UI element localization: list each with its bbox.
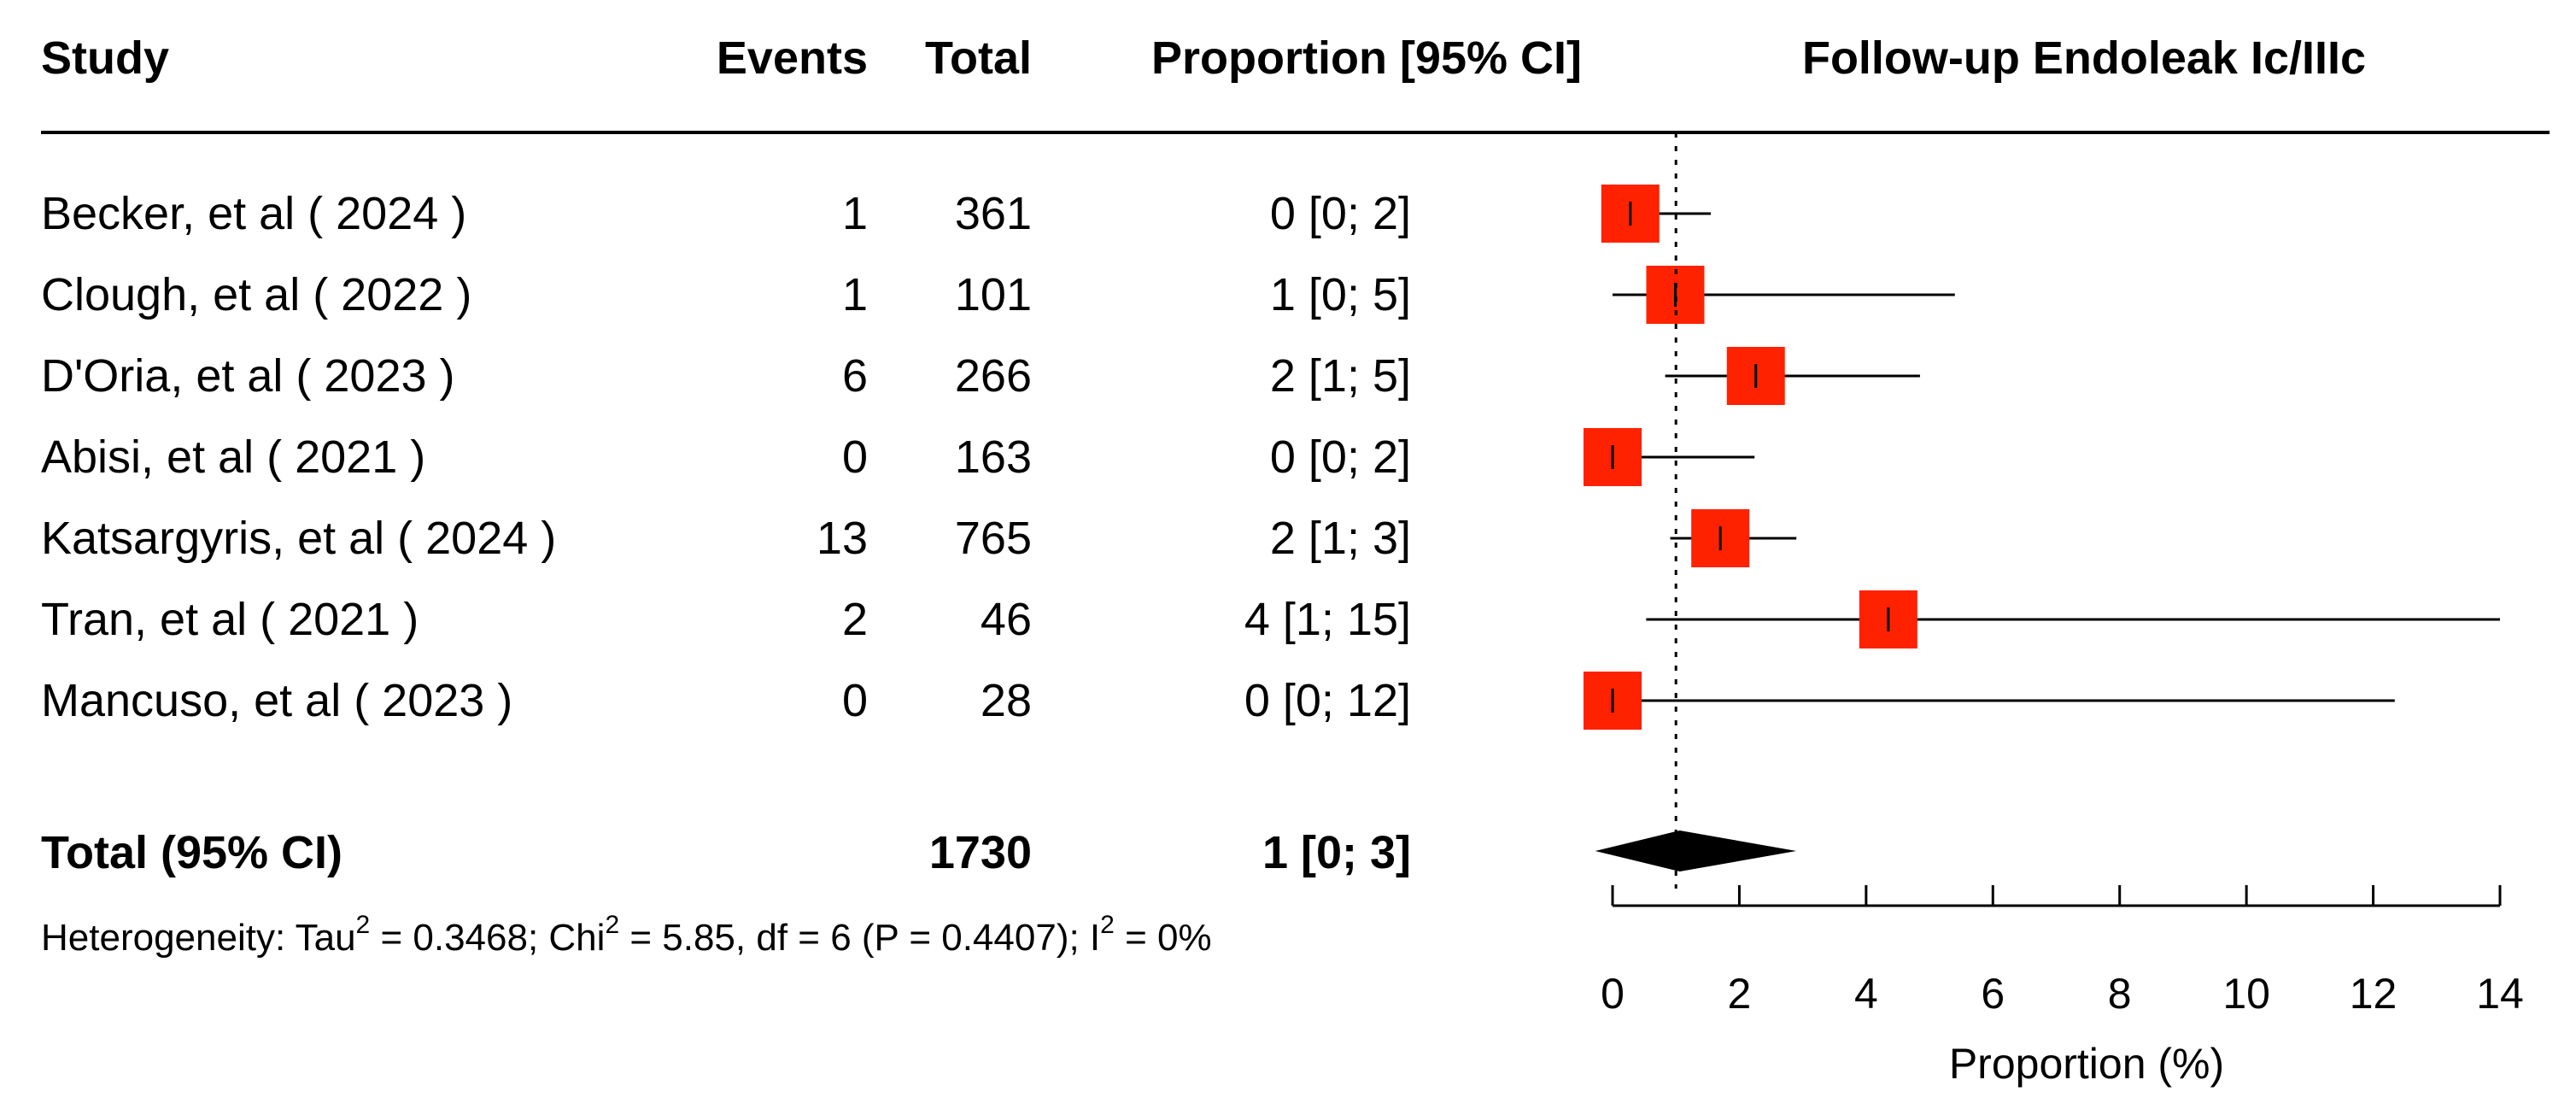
study-ci-text: 0 [0; 12] — [1244, 675, 1411, 726]
plot-title: Follow-up Endoleak Ic/IIIc — [1802, 32, 2366, 84]
x-tick-label: 8 — [2108, 970, 2132, 1018]
study-events: 0 — [842, 675, 868, 726]
study-name: Mancuso, et al ( 2023 ) — [41, 675, 512, 726]
study-total: 163 — [955, 431, 1032, 483]
study-events: 1 — [842, 188, 868, 239]
study-ci-text: 2 [1; 3] — [1270, 513, 1411, 564]
x-tick-label: 2 — [1728, 970, 1752, 1018]
study-total: 266 — [955, 350, 1032, 402]
study-ci-text: 4 [1; 15] — [1244, 594, 1411, 645]
x-axis: 0 2 4 6 8 10 12 14 — [1601, 885, 2524, 1018]
x-tick-label: 4 — [1854, 970, 1878, 1018]
study-events: 1 — [842, 269, 868, 320]
x-tick-label: 10 — [2222, 970, 2270, 1018]
study-total: 28 — [981, 675, 1032, 726]
study-name: Becker, et al ( 2024 ) — [41, 188, 466, 239]
study-ci-text: 2 [1; 5] — [1270, 350, 1411, 402]
heterogeneity-text: Heterogeneity: Tau2 = 0.3468; Chi2 = 5.8… — [41, 911, 1212, 959]
pooled-ci: 1 [0; 3] — [1262, 827, 1411, 878]
study-ci-text: 1 [0; 5] — [1270, 269, 1411, 320]
header-events: Events — [717, 32, 868, 84]
pooled-label: Total (95% CI) — [41, 827, 342, 878]
pooled-total: 1730 — [929, 827, 1032, 878]
pooled-diamond — [1595, 830, 1797, 871]
study-name: Abisi, et al ( 2021 ) — [41, 431, 425, 483]
header-proportion: Proportion [95% CI] — [1151, 32, 1582, 84]
x-tick-label: 0 — [1601, 970, 1625, 1018]
study-name: Clough, et al ( 2022 ) — [41, 269, 471, 320]
study-rows: Becker, et al ( 2024 ) 1 361 0 [0; 2]Clough… — [41, 188, 1411, 726]
study-name: Tran, et al ( 2021 ) — [41, 594, 419, 645]
x-axis-label: Proportion (%) — [1949, 1040, 2224, 1088]
study-events: 6 — [842, 350, 868, 402]
study-events: 2 — [842, 594, 868, 645]
study-name: D'Oria, et al ( 2023 ) — [41, 350, 455, 402]
study-total: 46 — [981, 594, 1032, 645]
study-events: 13 — [817, 513, 868, 564]
study-ci-text: 0 [0; 2] — [1270, 431, 1411, 483]
study-total: 765 — [955, 513, 1032, 564]
plot-area — [1584, 132, 2500, 889]
header-total: Total — [925, 32, 1032, 84]
study-events: 0 — [842, 431, 868, 483]
x-tick-label: 6 — [1981, 970, 2005, 1018]
study-name: Katsargyris, et al ( 2024 ) — [41, 513, 556, 564]
study-ci-text: 0 [0; 2] — [1270, 188, 1411, 239]
header-study: Study — [41, 32, 169, 84]
study-total: 101 — [955, 269, 1032, 320]
x-tick-label: 12 — [2350, 970, 2397, 1018]
study-total: 361 — [955, 188, 1032, 239]
x-tick-label: 14 — [2476, 970, 2524, 1018]
